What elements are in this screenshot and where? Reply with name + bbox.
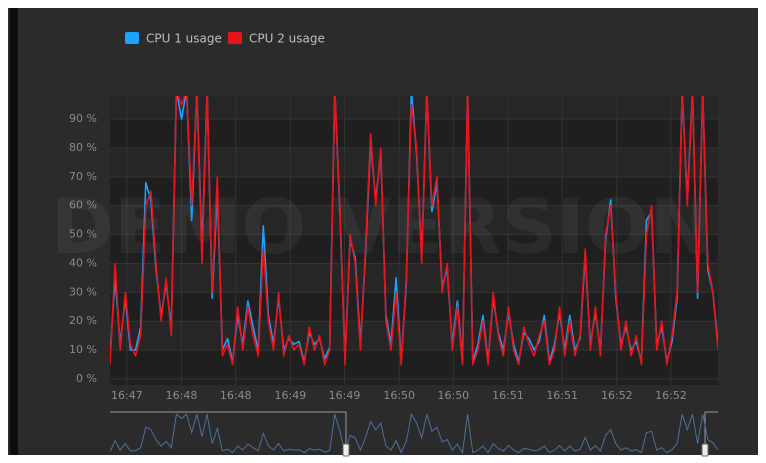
legend-label: CPU 2 usage — [249, 32, 325, 46]
x-tick-label: 16:49 — [275, 389, 307, 402]
y-tick-label: 80 % — [69, 141, 97, 154]
legend-label: CPU 1 usage — [146, 32, 222, 46]
x-tick-label: 16:51 — [546, 389, 578, 402]
x-tick-label: 16:50 — [437, 389, 469, 402]
x-tick-label: 16:48 — [166, 389, 198, 402]
y-tick-label: 0 % — [76, 372, 97, 385]
y-tick-label: 10 % — [69, 343, 97, 356]
y-tick-label: 20 % — [69, 314, 97, 327]
y-tick-label: 40 % — [69, 256, 97, 269]
x-tick-label: 16:49 — [329, 389, 361, 402]
y-tick-label: 30 % — [69, 285, 97, 298]
navigator-line — [110, 412, 718, 455]
y-tick-label: 70 % — [69, 170, 97, 183]
legend-swatch — [125, 32, 139, 44]
legend-swatch — [228, 32, 242, 44]
x-tick-label: 16:48 — [220, 389, 252, 402]
x-tick-label: 16:52 — [655, 389, 687, 402]
grid-band — [110, 96, 718, 120]
x-tick-label: 16:50 — [383, 389, 415, 402]
navigator-frame — [110, 411, 718, 455]
navigator-handle[interactable] — [701, 443, 709, 457]
series-line — [110, 96, 718, 366]
x-tick-label: 16:47 — [111, 389, 143, 402]
y-tick-label: 90 % — [69, 112, 97, 125]
navigator-handle[interactable] — [342, 443, 350, 457]
x-tick-label: 16:52 — [601, 389, 633, 402]
x-tick-label: 16:51 — [492, 389, 524, 402]
side-bar — [10, 8, 18, 455]
y-tick-label: 50 % — [69, 228, 97, 241]
y-tick-label: 60 % — [69, 199, 97, 212]
grid-band — [110, 147, 718, 177]
